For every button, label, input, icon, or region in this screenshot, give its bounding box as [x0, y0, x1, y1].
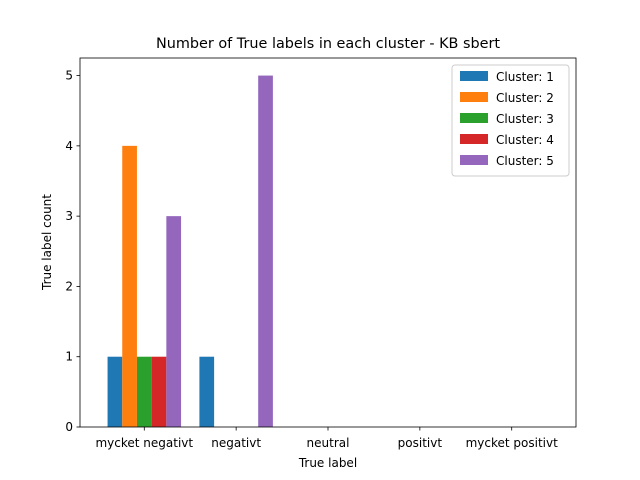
bar-series5-cat2 [258, 75, 273, 427]
legend-swatch-1 [460, 71, 488, 81]
legend-label-1: Cluster: 1 [496, 70, 554, 84]
legend-label-2: Cluster: 2 [496, 91, 554, 105]
legend-label-3: Cluster: 3 [496, 112, 554, 126]
plot-area: 0 1 2 3 4 5 mycket negativt negativt neutral posi… [65, 57, 577, 450]
x-tick-label-2: neutral [307, 436, 350, 450]
bar-series3-cat1 [136, 356, 152, 427]
y-tick-label-0: 0 [65, 420, 73, 434]
legend: Cluster: 1 Cluster: 2 Cluster: 3 Cluster: 4… [451, 64, 570, 177]
y-tick-label-3: 3 [65, 209, 73, 223]
chart-title: Number of True labels in each cluster - … [156, 36, 500, 52]
y-axis-label: True label count [40, 194, 54, 291]
y-tick-label-2: 2 [65, 279, 73, 293]
bar-series5-cat1 [166, 216, 182, 427]
bar-series1-cat1 [107, 356, 123, 427]
x-axis-label: True label [298, 456, 357, 470]
legend-swatch-4 [460, 134, 488, 144]
y-tick-label-4: 4 [65, 139, 73, 153]
bar-series2-cat1 [122, 145, 137, 428]
y-tick-label-1: 1 [65, 350, 73, 364]
bar-series1-cat2 [199, 356, 215, 427]
bar-series4-cat1 [151, 356, 167, 427]
x-tick-label-0: mycket negativt [95, 436, 193, 450]
x-tick-label-1: negativt [211, 436, 261, 450]
legend-swatch-3 [460, 113, 488, 123]
legend-label-5: Cluster: 5 [496, 154, 554, 168]
y-tick-label-5: 5 [65, 69, 73, 83]
legend-swatch-5 [460, 155, 488, 165]
legend-label-4: Cluster: 4 [496, 133, 554, 147]
x-tick-label-4: mycket positivt [466, 436, 558, 450]
legend-swatch-2 [460, 92, 488, 102]
x-tick-label-3: positivt [398, 436, 443, 450]
